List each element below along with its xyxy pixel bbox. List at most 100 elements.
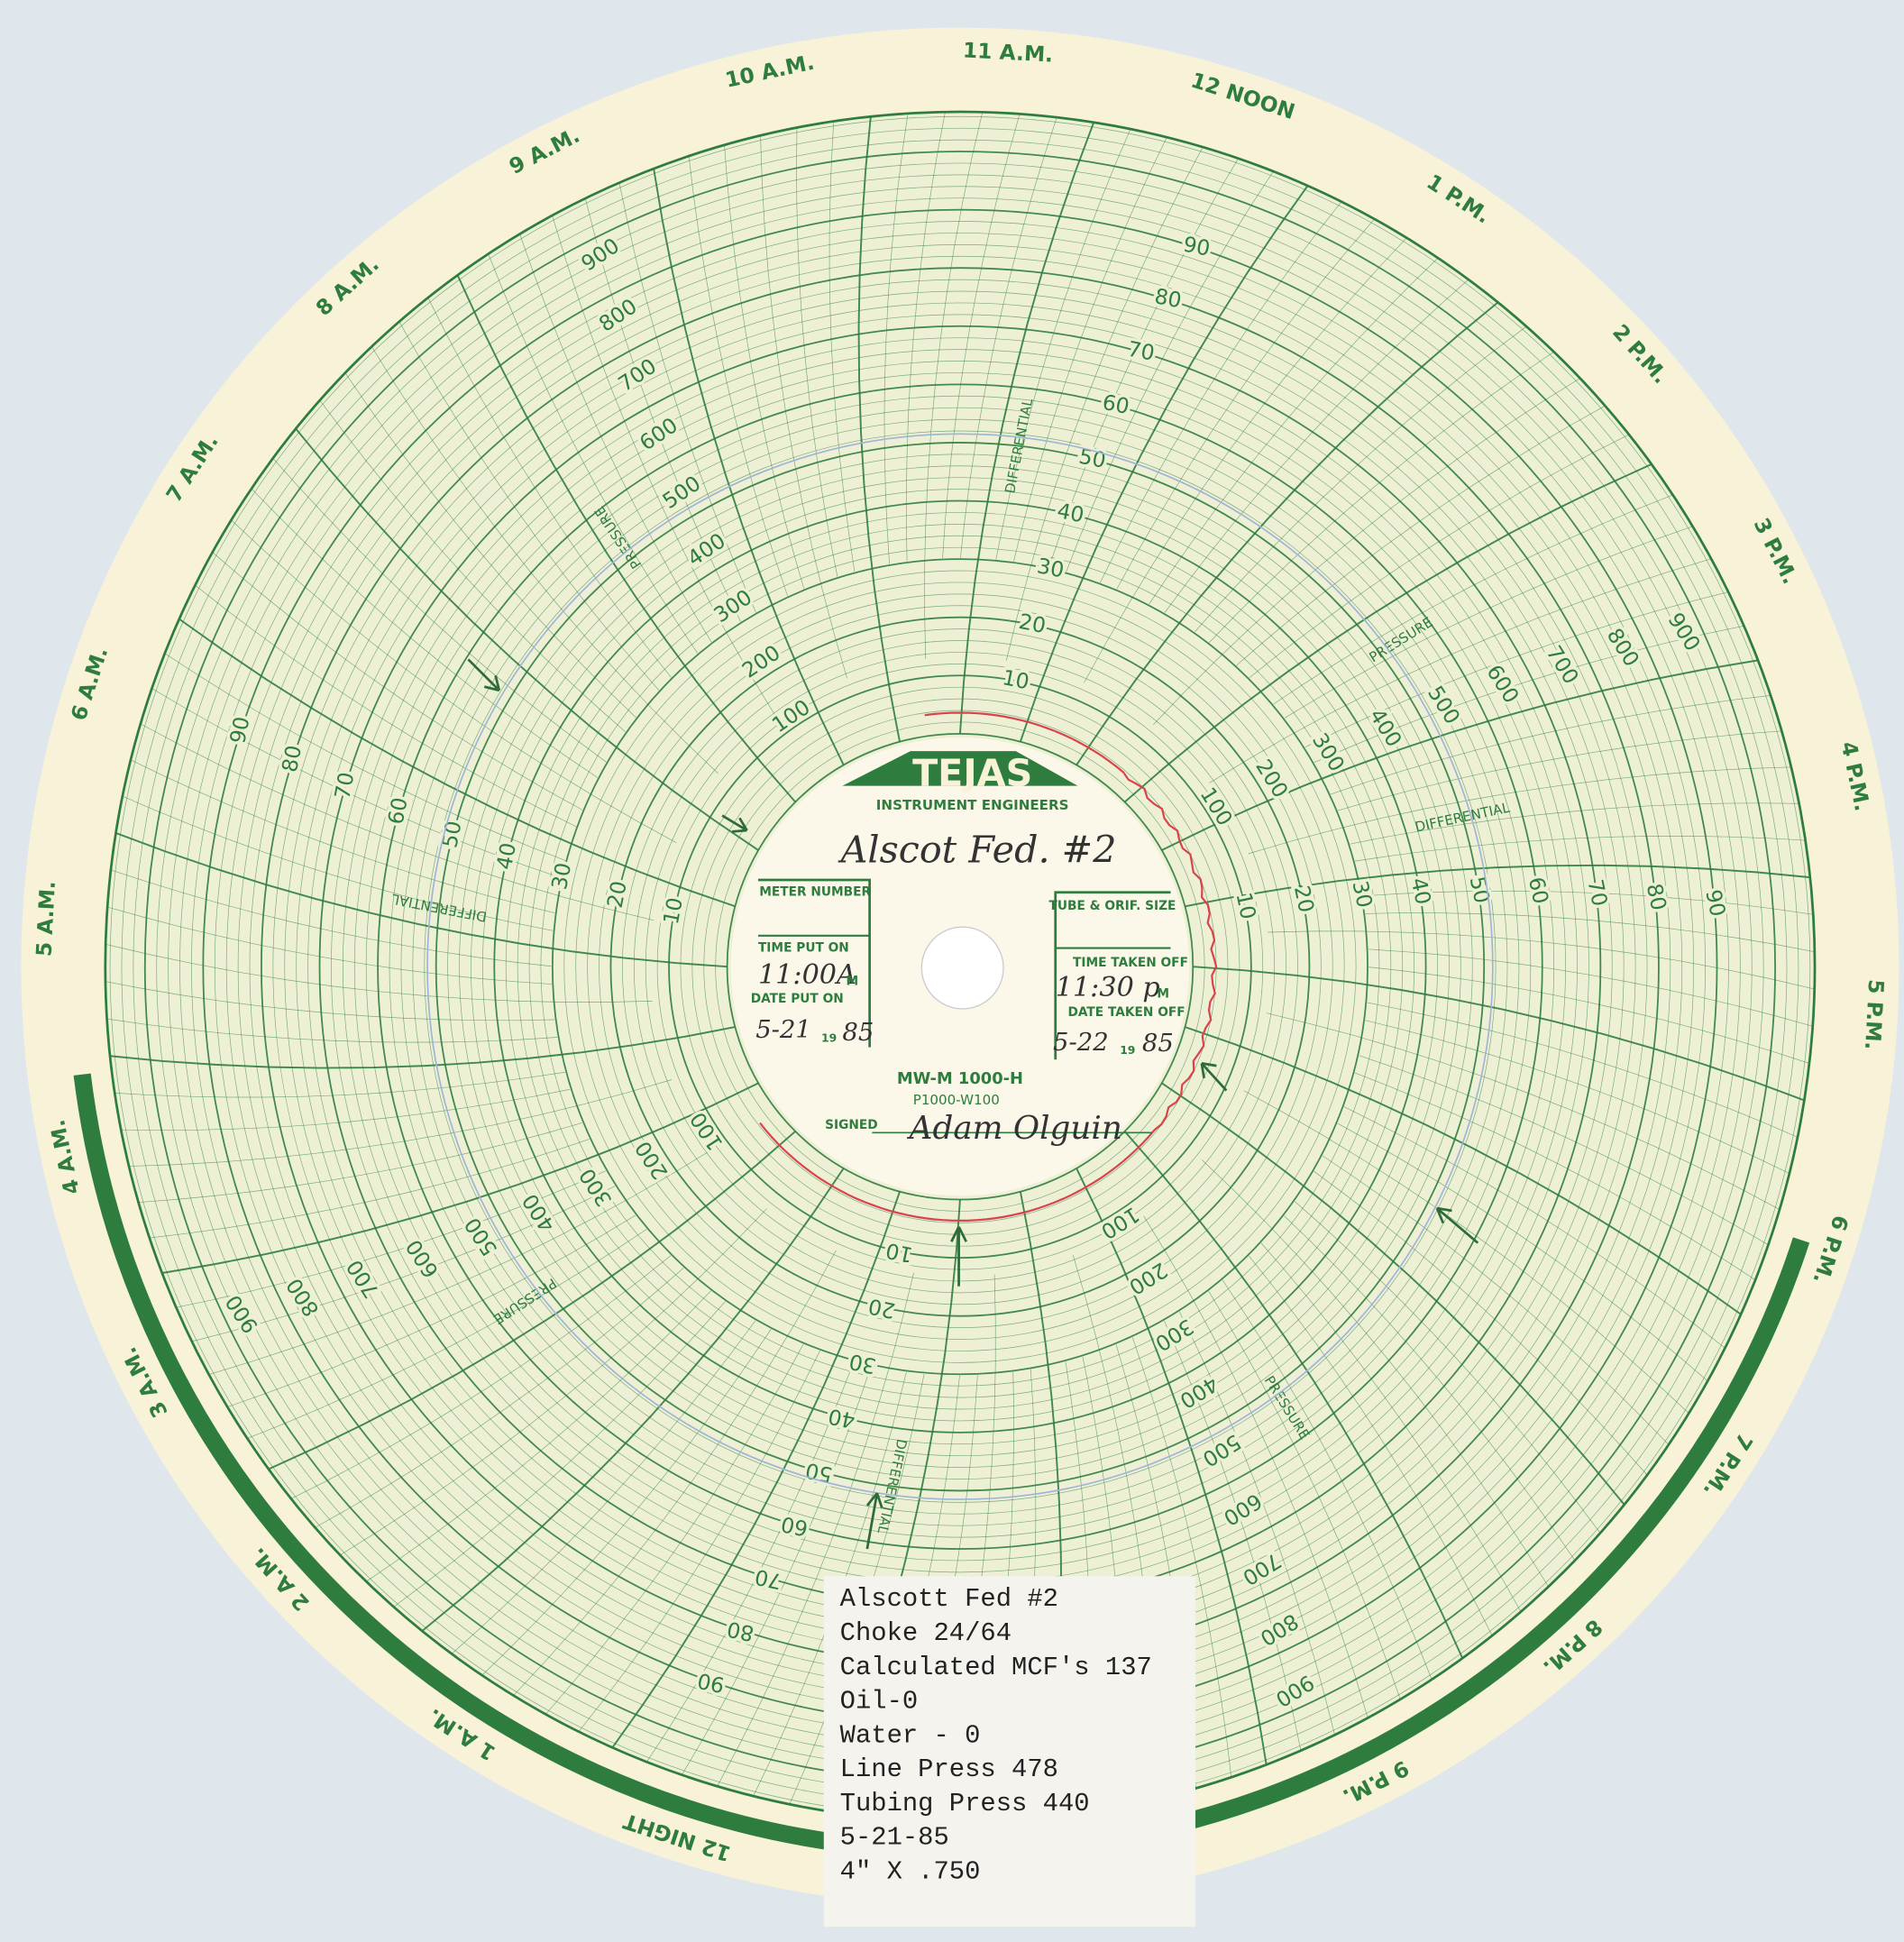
time-arc	[1294, 1201, 1601, 1534]
time-taken-off-value: 11:30 p	[1056, 972, 1160, 1003]
time-arc	[340, 1208, 767, 1556]
time-arc	[545, 1343, 804, 1715]
scale-label: 20	[866, 1294, 898, 1324]
time-arc	[1354, 1072, 1756, 1280]
scale-label: 40	[491, 840, 521, 872]
time-arc	[105, 943, 653, 1003]
time-arc	[1209, 351, 1554, 643]
time-arc	[717, 1272, 914, 1787]
time-arc	[114, 1071, 565, 1098]
grid-ring	[482, 489, 1438, 1445]
time-arc	[115, 832, 728, 968]
time-arc	[552, 215, 777, 718]
time-arc	[451, 1320, 756, 1654]
logo-subtitle: INSTRUMENT ENGINEERS	[876, 797, 1069, 813]
time-arc	[140, 723, 654, 921]
time-arc	[618, 182, 756, 613]
time-arc	[290, 1255, 672, 1499]
time-arc	[268, 1131, 796, 1470]
time-arc	[344, 372, 636, 719]
grid-ring	[353, 361, 1566, 1573]
tube-orifice-label: TUBE & ORIF. SIZE	[1048, 899, 1176, 913]
grid-ring	[609, 616, 1311, 1317]
time-arc	[178, 618, 736, 908]
scale-label: 90	[224, 714, 254, 746]
pen-trace-red	[759, 711, 1218, 1222]
time-arc	[1066, 170, 1274, 573]
date-put-on-label: DATE PUT ON	[751, 992, 844, 1006]
logo-text: TEJAS	[912, 752, 1032, 795]
time-put-on-value: 11:00A	[758, 959, 856, 991]
time-arc	[828, 121, 856, 573]
hour-label: 11 A.M.	[962, 37, 1053, 67]
scale-label: 70	[1126, 336, 1158, 366]
time-arc	[857, 116, 901, 742]
sticky-note	[823, 1576, 1196, 1928]
time-arc	[995, 129, 1131, 560]
time-arc	[611, 1191, 901, 1748]
time-arc	[106, 1018, 558, 1043]
time-arc	[366, 1290, 711, 1582]
time-arc	[398, 321, 660, 691]
grid-ring	[599, 605, 1322, 1328]
scale-label: 80	[1642, 881, 1672, 912]
scale-label: 10	[1001, 664, 1032, 694]
time-arc	[1337, 730, 1782, 811]
note-line: 5-21-85	[840, 1823, 949, 1853]
grid-ring	[645, 652, 1276, 1282]
time-arc	[129, 1079, 673, 1167]
grid-ring	[680, 686, 1240, 1247]
time-arc	[319, 399, 626, 733]
pen-trace-blue	[426, 433, 1494, 1500]
grid-ring	[365, 372, 1555, 1562]
time-arc	[1284, 1215, 1576, 1561]
time-arc	[1161, 659, 1759, 851]
time-arc	[1368, 966, 1810, 1064]
date-taken-off-value: 5-22	[1053, 1028, 1109, 1057]
time-arc	[1149, 257, 1439, 605]
time-arc	[513, 1250, 837, 1696]
grid-ring	[377, 383, 1543, 1550]
time-arc	[481, 1329, 772, 1676]
well-name: Alscot Fed. #2	[838, 828, 1117, 871]
time-arc	[1314, 625, 1744, 764]
signature: Adam Olguin	[907, 1110, 1122, 1147]
time-arc	[1123, 463, 1652, 803]
time-arc	[1368, 948, 1813, 1027]
time-arc	[427, 298, 672, 678]
center-hole	[920, 926, 1004, 1010]
scale-label: 40	[1405, 875, 1436, 907]
time-arc	[1284, 526, 1693, 719]
grid-ring	[622, 628, 1298, 1305]
note-line: Tubing Press 440	[840, 1789, 1090, 1818]
scale-label: 10	[1231, 890, 1261, 921]
time-arc	[1019, 185, 1309, 742]
scale-label: 70	[329, 770, 359, 802]
time-arc	[1350, 802, 1799, 845]
time-arc	[208, 1150, 711, 1375]
time-arc	[1362, 890, 1814, 915]
time-arc	[578, 1351, 820, 1732]
note-line: Oil-0	[840, 1687, 919, 1717]
time-arc	[151, 688, 562, 878]
note-line: Water - 0	[840, 1720, 981, 1750]
grid-ring	[540, 546, 1380, 1387]
date-put-on-century: 19	[821, 1031, 837, 1044]
time-arc	[1123, 1131, 1464, 1659]
time-arc	[1260, 1242, 1522, 1612]
meter-number-label: METER NUMBER	[759, 885, 871, 900]
time-arc	[107, 906, 552, 985]
time-arc	[1195, 325, 1527, 633]
grid-ring	[551, 558, 1368, 1376]
hour-label: 5 A.M.	[32, 880, 60, 957]
time-arc	[905, 112, 946, 562]
grid-ring	[575, 582, 1345, 1351]
scale-label: 30	[847, 1349, 878, 1379]
scale-label: 10	[658, 895, 688, 927]
scale-label: 80	[277, 743, 307, 774]
note-line: 4" X .750	[840, 1857, 981, 1887]
time-arc	[1185, 864, 1810, 908]
time-arc	[1273, 494, 1673, 705]
time-arc	[1314, 1170, 1648, 1476]
